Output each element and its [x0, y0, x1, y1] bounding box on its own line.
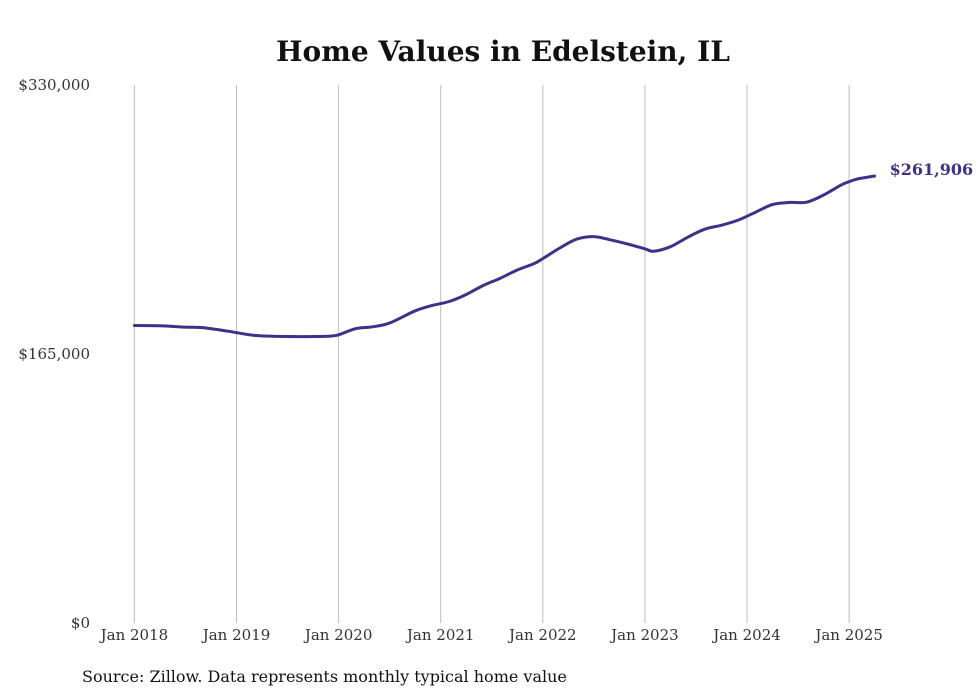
x-tick-label: Jan 2024: [711, 626, 781, 644]
home-value-line: [132, 174, 877, 339]
y-tick-label: $165,000: [18, 345, 90, 363]
last-value-label: $261,906: [890, 160, 974, 179]
x-axis: Jan 2018 Jan 2019 Jan 2020 Jan 2021 Jan 2022…: [99, 626, 883, 644]
x-tick-label: Jan 2023: [609, 626, 679, 644]
grid-lines: [133, 85, 850, 623]
x-tick-label: Jan 2019: [201, 626, 271, 644]
y-tick-label: $330,000: [18, 76, 90, 94]
x-tick-label: Jan 2018: [99, 626, 169, 644]
source-note: Source: Zillow. Data represents monthly …: [82, 667, 567, 686]
x-tick-label: Jan 2020: [303, 626, 373, 644]
y-tick-label: $0: [71, 614, 90, 632]
chart-title: Home Values in Edelstein, IL: [276, 35, 730, 68]
x-tick-label: Jan 2022: [507, 626, 577, 644]
x-tick-label: Jan 2021: [405, 626, 475, 644]
x-tick-label: Jan 2025: [813, 626, 883, 644]
y-axis: $0 $165,000 $330,000: [18, 76, 90, 632]
line-chart: Home Values in Edelstein, IL $0$165,000$…: [18, 35, 974, 644]
